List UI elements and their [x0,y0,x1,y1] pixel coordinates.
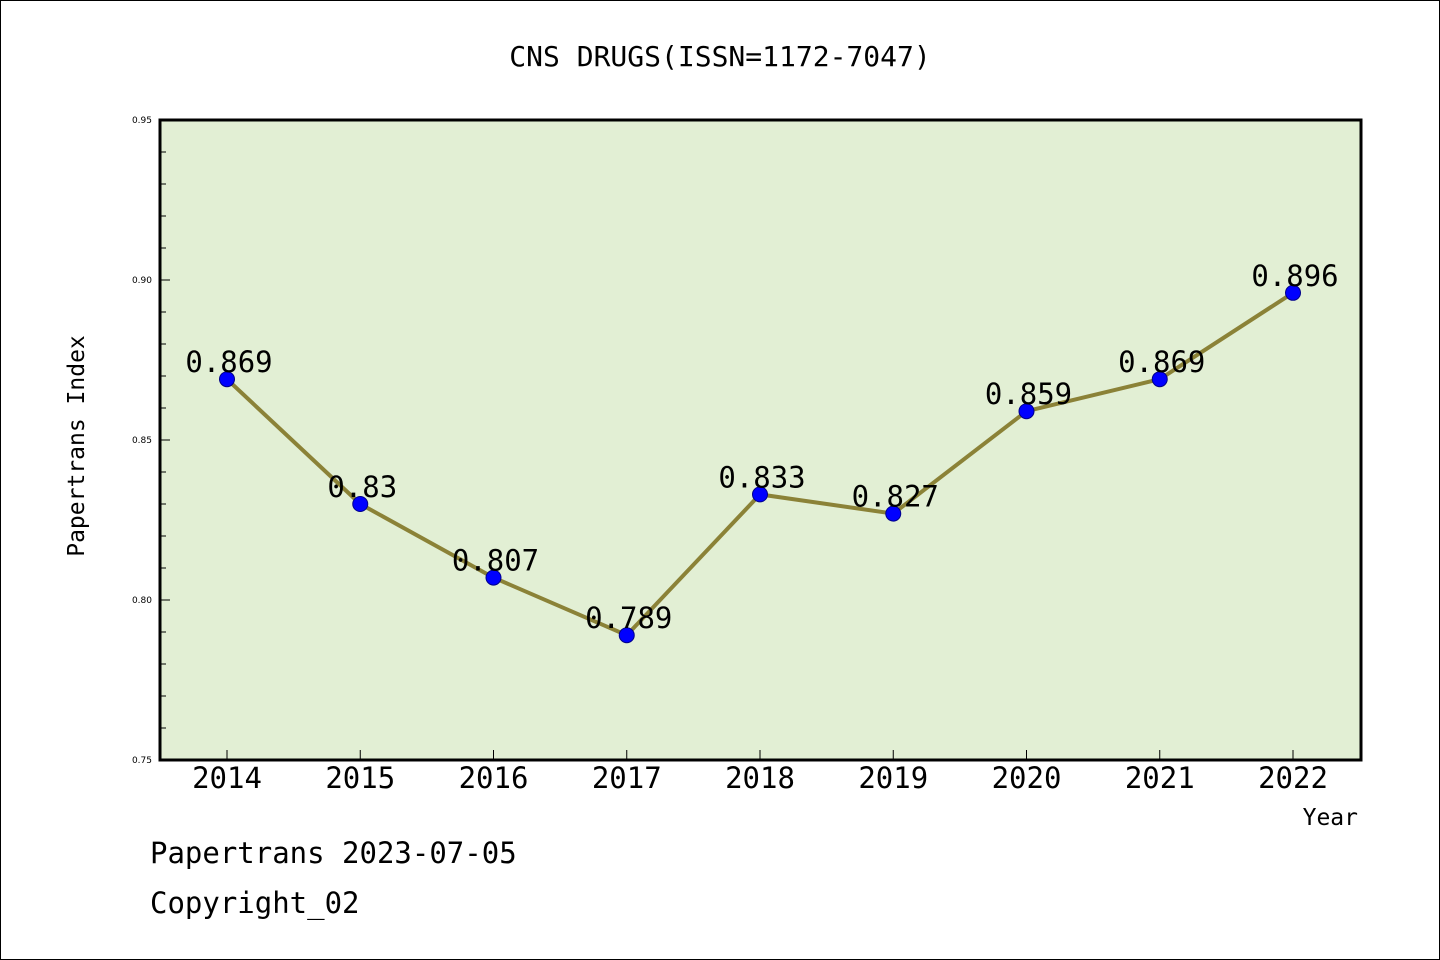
plot-border [158,118,1363,762]
data-label: 0.859 [985,377,1072,411]
data-label: 0.869 [1118,345,1205,379]
footer-date: Papertrans 2023-07-05 [150,836,517,870]
data-point-marker [1151,371,1168,388]
y-tick-label: 0.80 [132,596,152,606]
x-tick-label: 2020 [992,761,1062,795]
data-point-marker [1285,284,1301,301]
y-tick-label: 0.90 [132,276,152,286]
data-point-marker [618,627,635,644]
series-markers [219,284,1301,644]
x-tick-label: 2021 [1125,761,1195,795]
data-label: 0.869 [185,345,272,379]
x-tick-label: 2019 [858,761,928,795]
data-point-marker [219,371,235,388]
data-point-marker [485,569,502,586]
footer-copyright: Copyright_02 [150,886,360,920]
y-axis-label: Papertrans Index [64,335,90,557]
y-tick-label: 0.95 [132,116,152,126]
data-label: 0.83 [327,470,397,504]
data-point-marker [352,496,369,512]
x-tick-label: 2014 [192,761,262,795]
chart-title: CNS DRUGS(ISSN=1172-7047) [509,40,930,73]
data-label: 0.827 [852,480,939,514]
data-label: 0.896 [1251,259,1338,293]
data-label: 0.833 [718,460,805,494]
data-label: 0.789 [585,601,672,635]
y-tick-label: 0.85 [132,436,152,446]
y-tick-label: 0.75 [132,756,152,766]
data-point-marker [1018,403,1035,420]
x-tick-label: 2022 [1258,761,1328,795]
plot-area [160,120,1361,760]
data-labels: 0.869 0.83 0.807 0.789 0.833 0.827 0.859 0.869 0… [185,259,1338,635]
data-point-marker [885,505,902,522]
x-axis-ticks: 2014 2015 2016 2017 2018 2019 2020 2021 2022 [192,750,1328,795]
x-tick-label: 2015 [325,761,395,795]
data-label: 0.807 [452,544,539,578]
x-tick-label: 2017 [592,761,662,795]
x-axis-label: Year [1303,805,1358,831]
data-point-marker [752,486,768,503]
x-tick-label: 2016 [459,761,529,795]
x-tick-label: 2018 [725,761,795,795]
